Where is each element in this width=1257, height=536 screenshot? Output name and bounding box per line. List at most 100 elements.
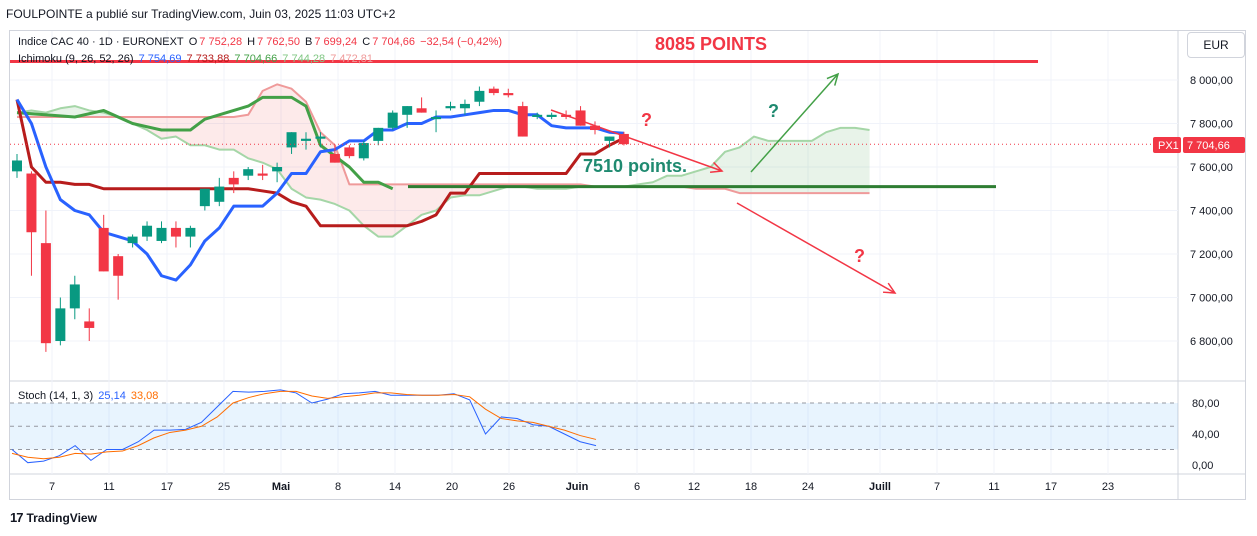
price-tag-label: PX1 — [1158, 140, 1179, 152]
time-tick-label: 8 — [335, 481, 341, 493]
low-label: B — [305, 36, 313, 48]
high-label: H — [247, 36, 256, 48]
stoch-tick-label: 80,00 — [1192, 398, 1220, 410]
cloud-segment — [436, 184, 451, 211]
last-price-tag: PX1 7 704,66 — [1153, 137, 1245, 153]
time-tick-label: 20 — [446, 481, 458, 493]
time-tick-label: Juin — [566, 481, 589, 493]
candle-body — [69, 284, 80, 309]
time-tick-label: 17 — [1045, 481, 1057, 493]
stochastic-panel: 80,00 40,00 0,00 — [10, 389, 1220, 472]
cloud-segment — [667, 175, 682, 187]
cloud-segment — [190, 116, 205, 146]
cloud-segment — [363, 184, 379, 237]
ichimoku-label[interactable]: Ichimoku (9, 26, 52, 26) — [18, 53, 134, 65]
span-b-line — [17, 83, 870, 195]
cloud-segment — [421, 184, 437, 215]
cloud-segment — [797, 140, 812, 194]
cloud-segment — [219, 116, 234, 150]
close-value: 7 704,66 — [372, 36, 416, 48]
candle-body — [431, 116, 442, 120]
candle-body — [575, 110, 586, 126]
span-b-value: 7 472,81 — [330, 53, 374, 65]
candle-body — [618, 133, 629, 145]
cloud-segment — [840, 127, 856, 194]
time-tick-label: 23 — [1102, 481, 1114, 493]
tradingview-logo-icon: 17 — [10, 510, 24, 525]
time-tick-label: 7 — [49, 481, 55, 493]
arrow-down-head — [882, 282, 897, 294]
footer-brand: 17 TradingView — [10, 510, 97, 525]
cloud-segment — [378, 184, 393, 237]
ichimoku-cloud — [17, 84, 870, 237]
candle-body — [55, 308, 66, 341]
price-tick-label: 6 800,00 — [1190, 336, 1233, 348]
candle-body — [84, 321, 95, 328]
price-tick-label: 7 800,00 — [1190, 119, 1233, 131]
candle-body — [503, 93, 514, 96]
stoch-k-line — [11, 389, 597, 464]
candle-body — [315, 136, 326, 139]
cloud-segment — [161, 116, 176, 139]
candle-body — [402, 106, 413, 115]
candle-body — [26, 173, 37, 233]
candle-body — [113, 256, 124, 276]
price-tick-label: 7 600,00 — [1190, 162, 1233, 174]
time-tick-label: 24 — [802, 481, 814, 493]
time-tick-label: 11 — [103, 481, 114, 493]
cloud-segment — [392, 184, 408, 237]
target-label: 8085 POINTS — [655, 34, 767, 54]
candle-body — [185, 227, 196, 237]
stoch-tick-label: 0,00 — [1192, 460, 1213, 472]
candle-body — [199, 188, 210, 207]
price-tick-label: 8 000,00 — [1190, 75, 1233, 87]
brand-name: TradingView — [26, 510, 97, 525]
time-tick-label: 25 — [218, 481, 230, 493]
cloud-segment — [262, 84, 278, 170]
cloud-segment — [739, 136, 754, 194]
symbol-name[interactable]: Indice CAC 40 · 1D · EURONEXT — [18, 36, 184, 48]
price-tick-label: 7 400,00 — [1190, 206, 1233, 218]
low-value: 7 699,24 — [314, 36, 358, 48]
tenkan-value: 7 754,69 — [138, 53, 182, 65]
candle-body — [286, 132, 297, 148]
cloud-segment — [277, 84, 292, 189]
cloud-segment — [60, 106, 75, 117]
currency-button[interactable]: EUR — [1187, 32, 1245, 58]
candle-body — [445, 106, 456, 109]
x-axis: 7 11 17 25 Mai 8 14 20 26 Juin 6 12 18 24 Juill 7 11 17 23 — [49, 481, 1114, 493]
support-label: 7510 points. — [583, 156, 687, 176]
stoch-label[interactable]: Stoch (14, 1, 3) — [18, 390, 94, 402]
candle-body — [301, 138, 311, 141]
candle-body — [170, 227, 181, 237]
candle-body — [416, 108, 427, 113]
kijun-line — [15, 99, 625, 228]
candle-body — [459, 103, 470, 109]
chart-frame — [9, 30, 1246, 500]
candle-body — [604, 136, 615, 141]
candle-body — [142, 225, 153, 237]
high-value: 7 762,50 — [257, 36, 300, 48]
kijun-value: 7 733,88 — [186, 53, 230, 65]
cloud-segment — [349, 184, 364, 226]
time-tick-label: 7 — [934, 481, 940, 493]
arrow-down-right — [550, 109, 723, 172]
cloud-segment — [782, 140, 798, 194]
ichimoku-legend: Ichimoku (9, 26, 52, 26) 7 754,69 7 733,… — [18, 53, 375, 65]
arrow-down — [736, 202, 896, 294]
chikou-line — [16, 95, 394, 191]
cloud-segment — [753, 136, 769, 194]
close-label: C — [362, 36, 371, 48]
projection-arrows — [550, 72, 897, 294]
arrow-up-head — [826, 72, 840, 86]
cloud-segment — [696, 167, 711, 189]
candle-body — [272, 167, 283, 172]
candle-body — [474, 90, 485, 102]
candle-body — [98, 227, 109, 272]
candle-body — [387, 112, 398, 128]
time-tick-label: 11 — [988, 481, 999, 493]
time-tick-label: 6 — [634, 481, 640, 493]
time-tick-label: Juill — [869, 481, 891, 493]
